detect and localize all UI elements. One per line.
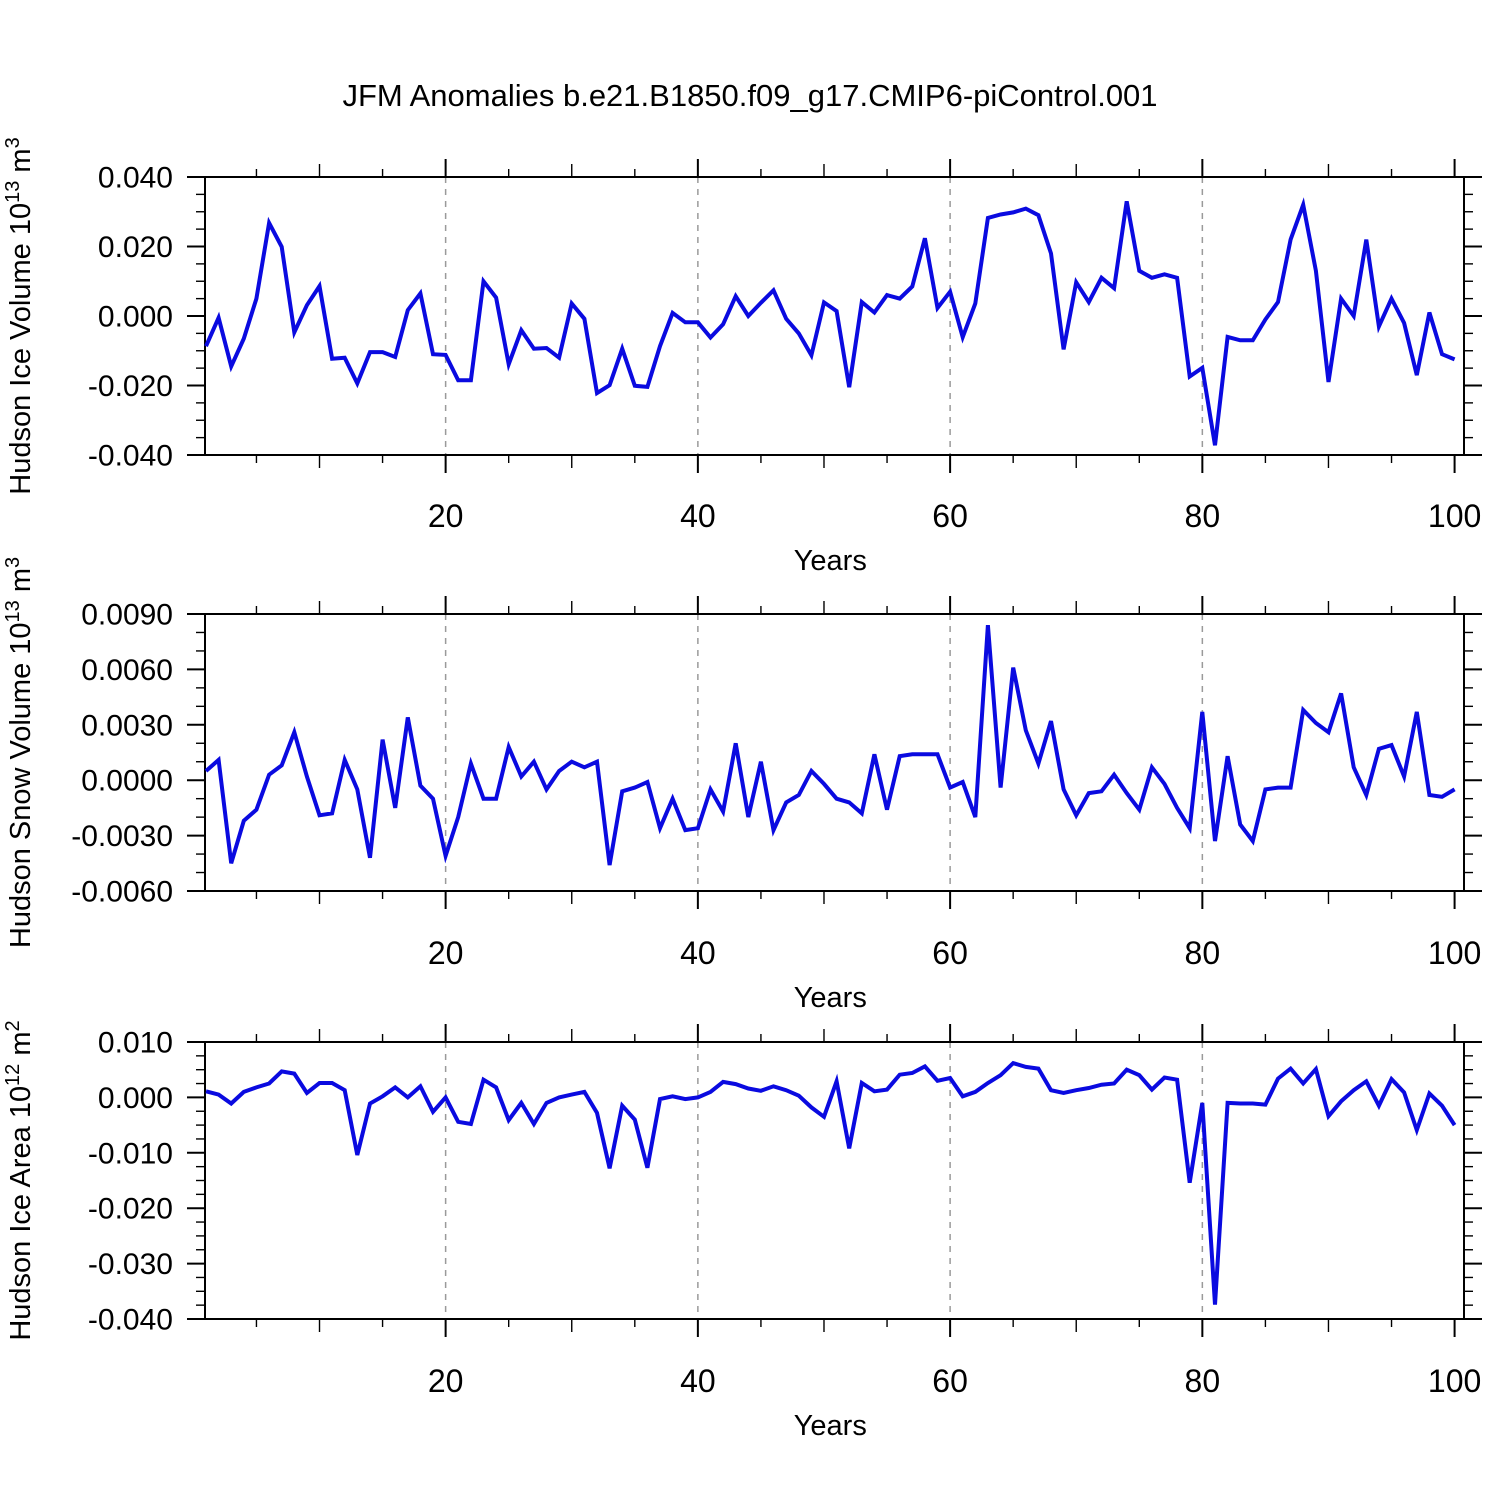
x-tick-label: 60 xyxy=(932,935,968,971)
x-tick-label: 40 xyxy=(680,498,716,534)
x-tick-label: 20 xyxy=(428,498,464,534)
y-tick-label: 0.0060 xyxy=(81,654,173,687)
series-line-hudson-ice-area xyxy=(205,1060,1457,1305)
x-tick-label: 60 xyxy=(932,1363,968,1399)
chart-title: JFM Anomalies b.e21.B1850.f09_g17.CMIP6-… xyxy=(342,78,1158,113)
series-line-hudson-snow-volume xyxy=(204,624,1456,866)
y-tick-label: -0.030 xyxy=(88,1248,173,1281)
plot-frame xyxy=(204,1041,1465,1320)
x-axis-label: Years xyxy=(794,545,867,577)
y-tick-label: -0.020 xyxy=(88,370,173,403)
x-tick-label: 20 xyxy=(428,1363,464,1399)
panel-hudson-ice-volume: 20 40 60 80 100 -0.040 -0.020 0.000 0.020 0.040 Ye… xyxy=(2,137,1482,577)
x-tick-label: 40 xyxy=(680,935,716,971)
y-tick-label: 0.040 xyxy=(98,162,173,195)
panel-hudson-snow-volume: 20 40 60 80 100 -0.0060 -0.0030 0.0000 0.0030 0.0… xyxy=(2,557,1482,1014)
x-axis-label: Years xyxy=(794,1410,867,1442)
x-tick-label: 100 xyxy=(1428,935,1481,971)
y-tick-label: 0.0000 xyxy=(81,765,173,798)
x-tick-label: 80 xyxy=(1185,1363,1221,1399)
x-tick-label: 80 xyxy=(1185,935,1221,971)
y-tick-label: -0.010 xyxy=(88,1137,173,1170)
y-tick-label: 0.000 xyxy=(98,1082,173,1115)
y-tick-label: 0.010 xyxy=(98,1027,173,1060)
x-tick-label: 100 xyxy=(1428,498,1481,534)
x-tick-label: 80 xyxy=(1185,498,1221,534)
plot-frame xyxy=(204,613,1465,892)
y-tick-label: 0.020 xyxy=(98,231,173,264)
series-line-hudson-ice-volume xyxy=(204,197,1456,446)
y-tick-label: -0.020 xyxy=(88,1193,173,1226)
plot-frame xyxy=(204,176,1465,456)
x-axis-label: Years xyxy=(794,982,867,1014)
y-tick-label: -0.040 xyxy=(88,440,173,473)
y-axis-label: Hudson Snow Volume 1013 m3 xyxy=(2,557,37,948)
x-tick-label: 40 xyxy=(680,1363,716,1399)
y-tick-label: -0.0060 xyxy=(71,876,173,909)
x-tick-label: 100 xyxy=(1428,1363,1481,1399)
panel-hudson-ice-area: 20 40 60 80 100 -0.040 -0.030 -0.020 -0.010 0.000… xyxy=(2,1020,1482,1442)
y-tick-label: 0.0030 xyxy=(81,709,173,742)
x-tick-label: 20 xyxy=(428,935,464,971)
y-tick-label: 0.000 xyxy=(98,301,173,334)
y-tick-label: 0.0090 xyxy=(81,599,173,632)
y-axis-label: Hudson Ice Volume 1013 m3 xyxy=(2,137,37,494)
y-axis-label: Hudson Ice Area 1012 m2 xyxy=(2,1020,37,1340)
y-tick-label: -0.0030 xyxy=(71,820,173,853)
y-tick-label: -0.040 xyxy=(88,1304,173,1337)
x-tick-label: 60 xyxy=(932,498,968,534)
